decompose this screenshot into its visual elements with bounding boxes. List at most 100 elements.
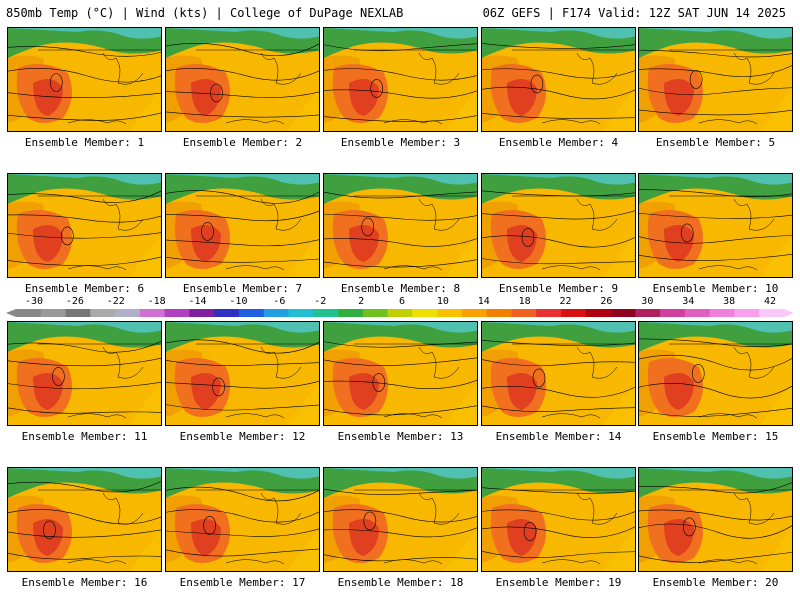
ensemble-panel: Ensemble Member: 18 [323,467,478,589]
colorbar-tick-label: -10 [229,296,248,307]
ensemble-panel: Ensemble Member: 1 [7,27,162,149]
colorbar-tick-label: 42 [763,296,777,307]
colorbar-tick-label: 10 [436,296,449,307]
colorbar-swatch [263,309,290,317]
colorbar-right-arrow [784,309,794,317]
ensemble-map [323,321,478,426]
ensemble-member-label: Ensemble Member: 12 [179,430,306,443]
ensemble-map [638,173,793,278]
ensemble-member-label: Ensemble Member: 1 [24,136,145,149]
colorbar-tick-label: 6 [398,296,406,307]
colorbar-swatch [437,309,463,317]
colorbar-swatch [189,309,215,317]
ensemble-member-label: Ensemble Member: 9 [498,282,619,295]
ensemble-member-label: Ensemble Member: 18 [337,576,464,589]
colorbar-swatch [164,309,190,317]
header-valid-time: 06Z GEFS | F174 Valid: 12Z SAT JUN 14 20… [482,6,786,20]
ensemble-map [165,467,320,572]
ensemble-map [165,173,320,278]
colorbar-swatch [412,309,438,317]
colorbar-swatch [684,309,711,317]
ensemble-member-label: Ensemble Member: 13 [337,430,464,443]
colorbar-tick-label: -14 [188,296,207,307]
ensemble-member-label: Ensemble Member: 17 [179,576,306,589]
ensemble-panel: Ensemble Member: 5 [638,27,793,149]
ensemble-panel: Ensemble Member: 8 [323,173,478,295]
colorbar-tick-label: -6 [273,296,286,307]
ensemble-map [7,467,162,572]
ensemble-panel: Ensemble Member: 6 [7,173,162,295]
ensemble-map [323,173,478,278]
colorbar-tick-label: -2 [314,296,327,307]
ensemble-map [165,27,320,132]
ensemble-member-label: Ensemble Member: 7 [182,282,303,295]
colorbar-swatch [709,309,735,317]
colorbar-labels: -30 -26 -22 -18 -14 -10 -6 -2 2 6 10 14 18 22 26 30 34 38… [6,297,794,307]
ensemble-map [638,27,793,132]
colorbar-swatch [40,309,67,317]
ensemble-map [165,321,320,426]
ensemble-map [481,467,636,572]
colorbar-swatch [660,309,686,317]
colorbar-swatch [139,309,166,317]
colorbar-tick-label: 30 [641,296,654,307]
colorbar-swatch [635,309,661,317]
ensemble-member-label: Ensemble Member: 5 [655,136,776,149]
ensemble-map [323,467,478,572]
colorbar-tick-label: -18 [147,296,166,307]
colorbar-tick-label: 22 [559,296,572,307]
colorbar-swatch [486,309,512,317]
header-title: 850mb Temp (°C) | Wind (kts) | College o… [6,6,404,20]
colorbar-tick-label: 26 [600,296,613,307]
ensemble-member-label: Ensemble Member: 8 [340,282,461,295]
colorbar-swatch [115,309,141,317]
colorbar-tick-label: 38 [723,296,736,307]
colorbar-swatch [238,309,265,317]
ensemble-panel: Ensemble Member: 20 [638,467,793,589]
ensemble-map [7,321,162,426]
ensemble-panel: Ensemble Member: 2 [165,27,320,149]
ensemble-panel: Ensemble Member: 13 [323,321,478,443]
ensemble-panel: Ensemble Member: 15 [638,321,793,443]
colorbar-swatch [561,309,587,317]
header: 850mb Temp (°C) | Wind (kts) | College o… [0,0,800,24]
ensemble-map [481,321,636,426]
ensemble-panel: Ensemble Member: 12 [165,321,320,443]
colorbar-tick-label: -22 [106,296,125,307]
colorbar-swatch [511,309,537,317]
colorbar-swatch [610,309,636,317]
temperature-colorbar: -30 -26 -22 -18 -14 -10 -6 -2 2 6 10 14 18 22 26 30 34 38… [6,297,794,319]
colorbar-swatch [65,309,91,317]
colorbar-swatch [338,309,364,317]
colorbar-tick-label: -26 [65,296,84,307]
colorbar-swatch [90,309,116,317]
ensemble-map [481,27,636,132]
ensemble-panel: Ensemble Member: 17 [165,467,320,589]
ensemble-map [638,321,793,426]
ensemble-map [638,467,793,572]
colorbar-tick-label: -30 [24,296,44,307]
ensemble-member-label: Ensemble Member: 15 [652,430,779,443]
colorbar-tick-label: 14 [477,296,490,307]
colorbar-swatch [536,309,562,317]
ensemble-member-label: Ensemble Member: 2 [182,136,303,149]
ensemble-member-label: Ensemble Member: 20 [652,576,779,589]
colorbar-swatch [313,309,339,317]
ensemble-panel: Ensemble Member: 10 [638,173,793,295]
ensemble-map [7,173,162,278]
colorbar-swatch [362,309,389,317]
ensemble-member-label: Ensemble Member: 3 [340,136,461,149]
ensemble-panel: Ensemble Member: 9 [481,173,636,295]
ensemble-member-label: Ensemble Member: 6 [24,282,145,295]
ensemble-panel: Ensemble Member: 7 [165,173,320,295]
ensemble-member-label: Ensemble Member: 16 [21,576,148,589]
colorbar-tick-label: 18 [518,296,531,307]
ensemble-member-label: Ensemble Member: 4 [498,136,619,149]
colorbar-swatch [585,309,612,317]
ensemble-panel: Ensemble Member: 19 [481,467,636,589]
ensemble-map [481,173,636,278]
ensemble-map [323,27,478,132]
colorbar-tick-label: 2 [358,296,365,307]
colorbar-swatch [214,309,240,317]
ensemble-panel: Ensemble Member: 11 [7,321,162,443]
